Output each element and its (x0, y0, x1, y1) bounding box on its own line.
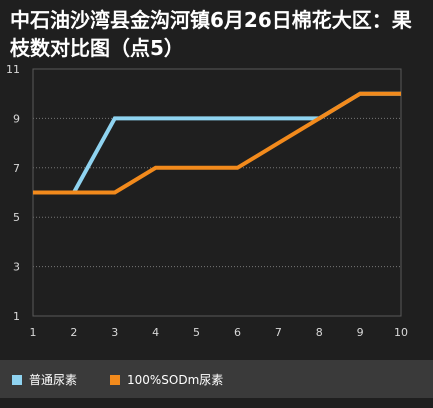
x-tick-label: 8 (316, 326, 323, 339)
x-tick-label: 2 (70, 326, 77, 339)
x-tick-label: 9 (357, 326, 364, 339)
x-tick-label: 3 (111, 326, 118, 339)
x-tick-label: 6 (234, 326, 241, 339)
x-axis-ticks: 1 2 3 4 5 6 7 8 9 10 (30, 326, 409, 339)
legend-label-series-1: 普通尿素 (29, 373, 78, 387)
series-lines (33, 91, 401, 195)
y-tick-label: 3 (13, 261, 20, 274)
x-tick-label: 10 (394, 326, 408, 339)
y-axis-ticks: 1 3 5 7 9 11 (6, 63, 20, 323)
legend-item-series-2: 100%SODm尿素 (110, 371, 223, 388)
series-line-2 (33, 91, 401, 195)
y-tick-label: 7 (13, 162, 20, 175)
legend-swatch-series-2 (110, 374, 120, 385)
x-tick-label: 7 (275, 326, 282, 339)
chart-title: 中石油沙湾县金沟河镇6月26日棉花大区：果枝数对比图（点5） (10, 8, 412, 60)
series-line-1 (33, 91, 401, 195)
legend-item-series-1: 普通尿素 (12, 371, 77, 388)
legend-swatch-series-1 (12, 374, 22, 385)
x-tick-label: 4 (152, 326, 159, 339)
y-tick-label: 9 (13, 112, 20, 125)
x-tick-label: 5 (193, 326, 200, 339)
y-tick-label: 11 (6, 63, 20, 76)
legend-label-series-2: 100%SODm尿素 (127, 373, 224, 387)
x-tick-label: 1 (30, 326, 37, 339)
y-tick-label: 5 (13, 211, 20, 224)
legend: 普通尿素 100%SODm尿素 (0, 360, 433, 398)
y-tick-label: 1 (13, 310, 20, 323)
